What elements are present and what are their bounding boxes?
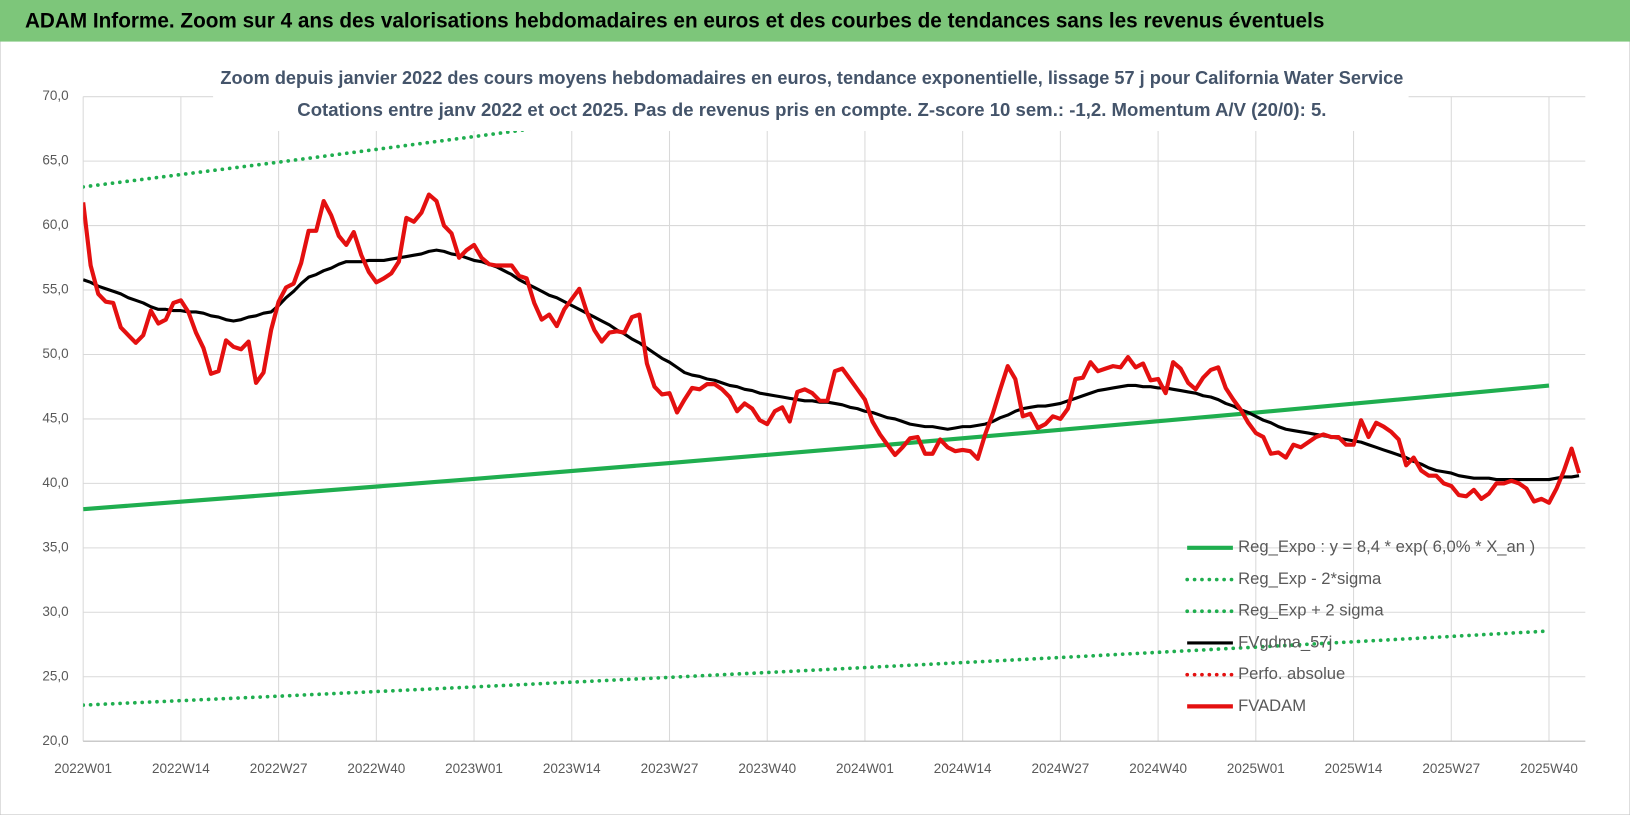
y-tick-label: 20,0 (42, 733, 68, 748)
chart-title: Zoom depuis janvier 2022 des cours moyen… (220, 67, 1403, 88)
x-tick-label: 2024W40 (1129, 761, 1187, 776)
y-tick-label: 45,0 (42, 410, 68, 425)
x-tick-label: 2024W01 (836, 761, 894, 776)
x-tick-label: 2022W01 (54, 761, 112, 776)
x-tick-label: 2023W14 (543, 761, 601, 776)
legend: Reg_Expo : y = 8,4 * exp( 6,0% * X_an ) R… (1185, 537, 1535, 715)
y-tick-label: 25,0 (42, 668, 68, 683)
y-tick-label: 70,0 (42, 88, 68, 103)
legend-label: Reg_Exp + 2 sigma (1238, 601, 1384, 620)
y-tick-label: 30,0 (42, 604, 68, 619)
grid: 20,0 25,0 30,0 35,0 40,0 45,0 50,0 55,0 60,0 65,0… (42, 88, 1586, 776)
y-tick-label: 35,0 (42, 539, 68, 554)
y-tick-label: 55,0 (42, 282, 68, 297)
y-tick-label: 65,0 (42, 153, 68, 168)
x-tick-label: 2024W14 (934, 761, 992, 776)
x-tick-label: 2022W14 (152, 761, 210, 776)
legend-label: Perfo. absolue (1238, 664, 1345, 683)
title-box (213, 62, 1409, 131)
y-tick-label: 50,0 (42, 346, 68, 361)
x-tick-label: 2025W40 (1520, 761, 1578, 776)
x-tick-label: 2023W01 (445, 761, 503, 776)
legend-label: Reg_Exp - 2*sigma (1238, 569, 1382, 588)
legend-label: FVgdma_57j (1238, 632, 1332, 651)
legend-label: FVADAM (1238, 696, 1306, 715)
series-line (83, 192, 1582, 505)
x-tick-label: 2022W40 (347, 761, 405, 776)
x-tick-label: 2025W14 (1325, 761, 1383, 776)
header-band (0, 0, 1630, 42)
y-tick-label: 60,0 (42, 217, 68, 232)
series-line (83, 383, 1550, 512)
x-tick-label: 2022W27 (250, 761, 308, 776)
chart-subtitle: Cotations entre janv 2022 et oct 2025. P… (297, 99, 1326, 120)
header-title: ADAM Informe. Zoom sur 4 ans des valoris… (25, 9, 1324, 32)
plot-area (83, 96, 1582, 707)
x-tick-label: 2025W01 (1227, 761, 1285, 776)
legend-label: Reg_Expo : y = 8,4 * exp( 6,0% * X_an ) (1238, 537, 1535, 556)
x-tick-label: 2023W40 (738, 761, 796, 776)
x-tick-label: 2024W27 (1031, 761, 1089, 776)
y-tick-label: 40,0 (42, 475, 68, 490)
x-tick-label: 2023W27 (641, 761, 699, 776)
x-tick-label: 2025W27 (1422, 761, 1480, 776)
series-line (83, 629, 1551, 707)
